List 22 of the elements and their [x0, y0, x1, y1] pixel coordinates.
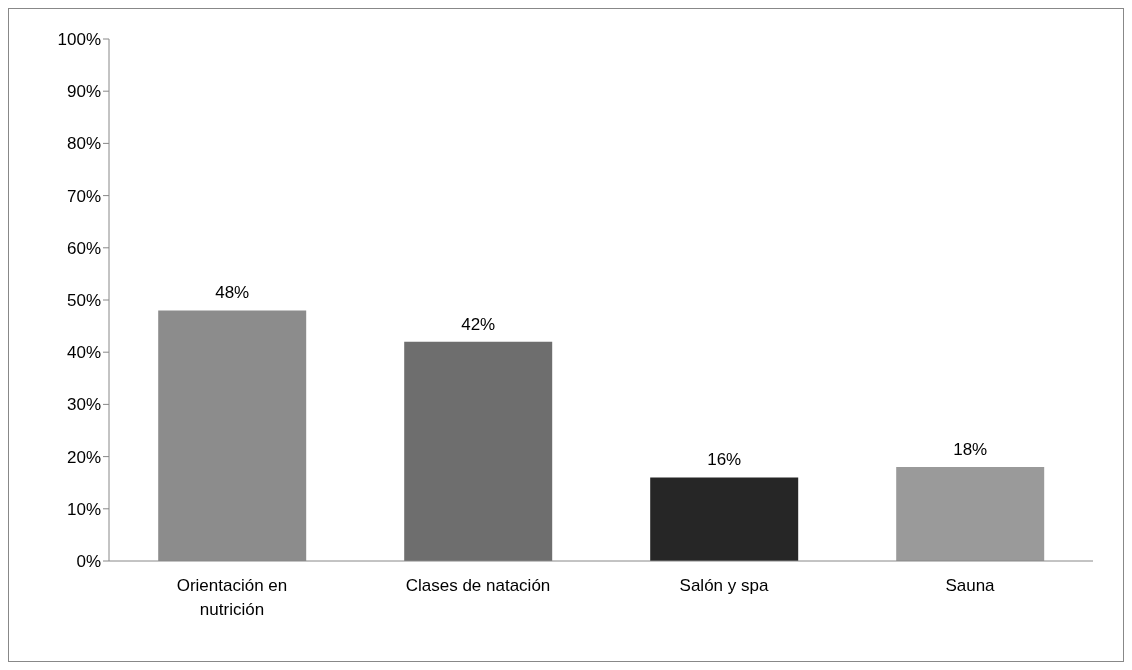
bar [896, 467, 1045, 561]
x-tick-label: Sauna [945, 576, 996, 595]
data-label: 16% [707, 450, 742, 470]
data-label: 18% [953, 440, 988, 460]
y-tick-label: 70% [66, 186, 101, 206]
y-tick-label: 90% [66, 82, 101, 102]
x-tick-label: Clases de natación [405, 576, 551, 595]
data-label: 48% [215, 283, 250, 303]
y-tick-label: 80% [66, 134, 101, 154]
x-tick-label: Orientación en nutrición [176, 576, 288, 619]
y-tick-label: 10% [66, 499, 101, 519]
data-label: 42% [461, 314, 496, 334]
bar [650, 477, 799, 561]
y-tick-label: 20% [66, 447, 101, 467]
y-tick-label: 60% [66, 238, 101, 258]
y-tick-label: 100% [57, 30, 101, 50]
x-tick-label: Salón y spa [679, 576, 769, 595]
bar [404, 341, 553, 561]
y-tick-label: 30% [66, 395, 101, 415]
y-tick-label: 40% [66, 343, 101, 363]
y-tick-label: 50% [66, 291, 101, 311]
y-tick-label: 0% [76, 552, 101, 572]
